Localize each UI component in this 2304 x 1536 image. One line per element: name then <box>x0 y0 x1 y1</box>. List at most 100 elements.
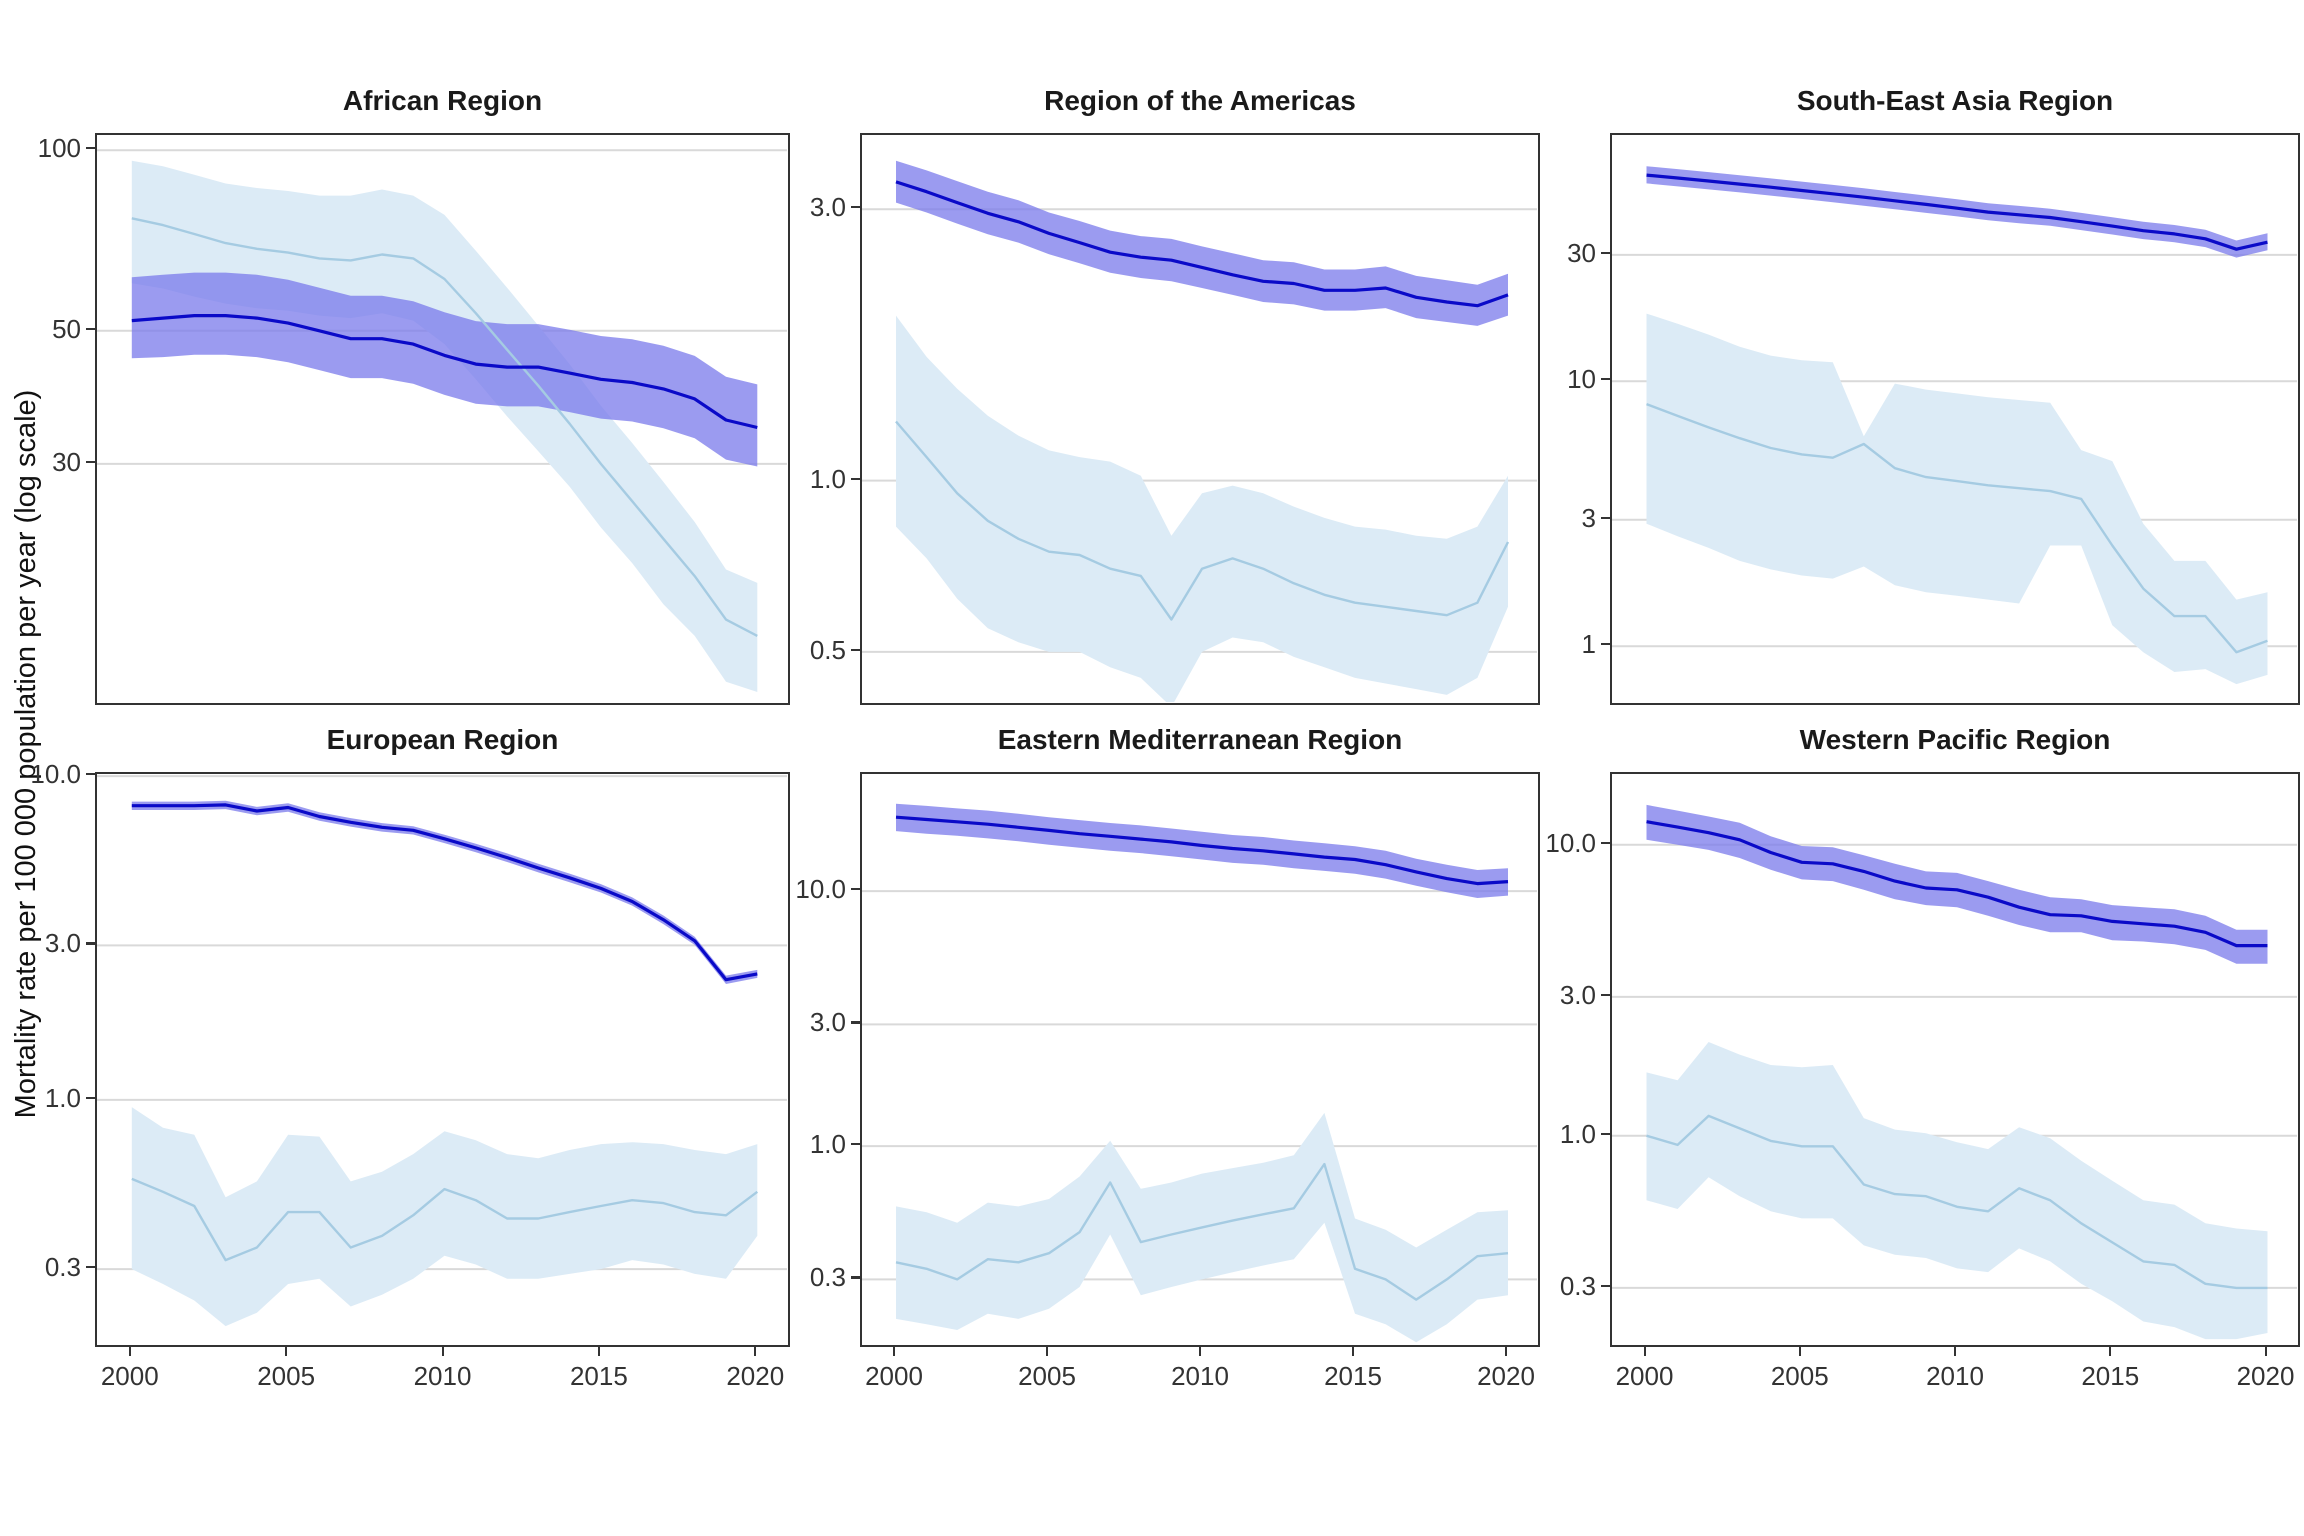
y-tick-label: 1 <box>1581 629 1596 660</box>
secondary-ribbon <box>1646 1042 2268 1340</box>
y-tick-mark <box>1601 1284 1610 1288</box>
primary-ribbon <box>1646 804 2268 964</box>
secondary-line <box>895 1162 1509 1301</box>
y-tick-label: 0.3 <box>809 1262 846 1293</box>
primary-line <box>895 815 1509 886</box>
y-axis-label: Mortality rate per 100 000 population pe… <box>10 389 42 1119</box>
x-tick-mark <box>754 1347 757 1356</box>
x-tick-label: 2005 <box>1018 1361 1076 1391</box>
y-tick-mark <box>1601 841 1610 844</box>
y-tick-label: 0.3 <box>44 1252 81 1283</box>
primary-line <box>1646 173 2268 251</box>
primary-line <box>1646 820 2268 948</box>
y-tick-mark <box>86 460 95 464</box>
secondary-line <box>1646 402 2268 654</box>
x-tick-label: 2010 <box>413 1361 472 1391</box>
panel-title-eastern-mediterranean-region: Eastern Mediterranean Region <box>997 724 1403 755</box>
y-tick-label: 3.0 <box>1559 979 1596 1010</box>
secondary-line <box>1646 1114 2268 1290</box>
y-tick-mark <box>86 1266 95 1269</box>
y-tick-mark <box>1601 516 1610 520</box>
primary-line <box>131 803 758 982</box>
panel-title-western-pacific-region: Western Pacific Region <box>1799 724 2111 755</box>
secondary-line <box>895 420 1510 621</box>
primary-ribbon <box>131 272 758 467</box>
y-tick-mark <box>851 1143 860 1146</box>
y-tick-label: 1.0 <box>809 1129 846 1160</box>
panel-african-region <box>95 133 790 705</box>
x-tick-label: 2005 <box>257 1361 316 1391</box>
primary-ribbon <box>1646 166 2268 258</box>
secondary-ribbon <box>1646 313 2268 685</box>
x-tick-mark <box>2109 1347 2112 1356</box>
x-tick-label: 2015 <box>1324 1361 1382 1391</box>
y-tick-mark <box>1601 643 1610 646</box>
plot-area-eastern-mediterranean-region <box>862 803 1537 1343</box>
y-tick-mark <box>851 477 860 480</box>
y-tick-label: 3 <box>1581 502 1596 533</box>
y-tick-mark <box>1601 993 1610 997</box>
x-tick-label: 2020 <box>1477 1361 1535 1391</box>
x-tick-label: 2020 <box>2236 1361 2295 1391</box>
x-tick-mark <box>1954 1347 1957 1356</box>
y-tick-mark <box>1601 251 1610 255</box>
y-tick-label: 100 <box>37 133 81 164</box>
secondary-ribbon <box>131 1107 758 1327</box>
y-tick-label: 3.0 <box>809 1007 846 1038</box>
y-tick-label: 1.0 <box>809 463 846 494</box>
x-tick-mark <box>1643 1347 1646 1356</box>
plot-area-african-region <box>97 149 787 693</box>
x-tick-label: 2005 <box>1770 1361 1829 1391</box>
y-tick-label: 1.0 <box>1559 1118 1596 1149</box>
x-tick-label: 2015 <box>569 1361 628 1391</box>
y-tick-label: 10.0 <box>795 874 846 905</box>
x-tick-mark <box>285 1347 288 1356</box>
x-tick-label: 2020 <box>726 1361 785 1391</box>
x-tick-label: 2010 <box>1926 1361 1984 1391</box>
panel-western-pacific-region <box>1610 772 2300 1347</box>
y-tick-mark <box>86 1096 95 1100</box>
y-tick-mark <box>1601 1132 1610 1135</box>
y-tick-label: 10.0 <box>1545 827 1596 858</box>
panel-title-african-region: African Region <box>342 85 543 116</box>
primary-ribbon <box>131 800 758 984</box>
x-tick-label: 2000 <box>865 1361 923 1391</box>
panel-region-of-the-americas <box>860 133 1540 705</box>
x-tick-mark <box>128 1347 131 1356</box>
x-tick-mark <box>1046 1347 1049 1356</box>
y-tick-mark <box>851 1276 860 1279</box>
primary-ribbon <box>896 803 1508 898</box>
y-tick-label: 3.0 <box>44 928 81 959</box>
y-tick-mark <box>86 942 95 945</box>
y-tick-label: 3.0 <box>809 192 846 223</box>
y-tick-label: 10 <box>1567 364 1596 395</box>
y-tick-mark <box>86 773 95 776</box>
x-tick-label: 2000 <box>1615 1361 1674 1391</box>
plot-area-south-east-asia-region <box>1612 166 2297 685</box>
x-tick-label: 2010 <box>1171 1361 1229 1391</box>
x-tick-mark <box>597 1347 601 1356</box>
y-tick-mark <box>851 648 860 652</box>
y-tick-mark <box>86 147 95 150</box>
y-tick-mark <box>851 1021 860 1024</box>
x-tick-mark <box>1505 1347 1508 1356</box>
panel-south-east-asia-region <box>1610 133 2300 705</box>
plot-area-european-region <box>97 775 787 1327</box>
x-tick-mark <box>2264 1347 2267 1356</box>
y-tick-label: 30 <box>52 446 81 477</box>
y-tick-label: 30 <box>1567 237 1596 268</box>
primary-line <box>895 180 1509 308</box>
plot-area-region-of-the-americas <box>862 160 1537 702</box>
secondary-ribbon <box>896 315 1508 702</box>
y-tick-mark <box>851 206 860 209</box>
primary-line <box>131 314 758 430</box>
y-tick-label: 0.3 <box>1559 1270 1596 1301</box>
y-tick-label: 10.0 <box>30 759 81 790</box>
secondary-line <box>131 1177 759 1262</box>
panel-eastern-mediterranean-region <box>860 772 1540 1347</box>
x-tick-mark <box>1352 1347 1355 1356</box>
secondary-line <box>131 217 758 637</box>
y-tick-mark <box>851 888 860 891</box>
y-tick-mark <box>86 327 95 330</box>
x-tick-mark <box>441 1347 444 1356</box>
